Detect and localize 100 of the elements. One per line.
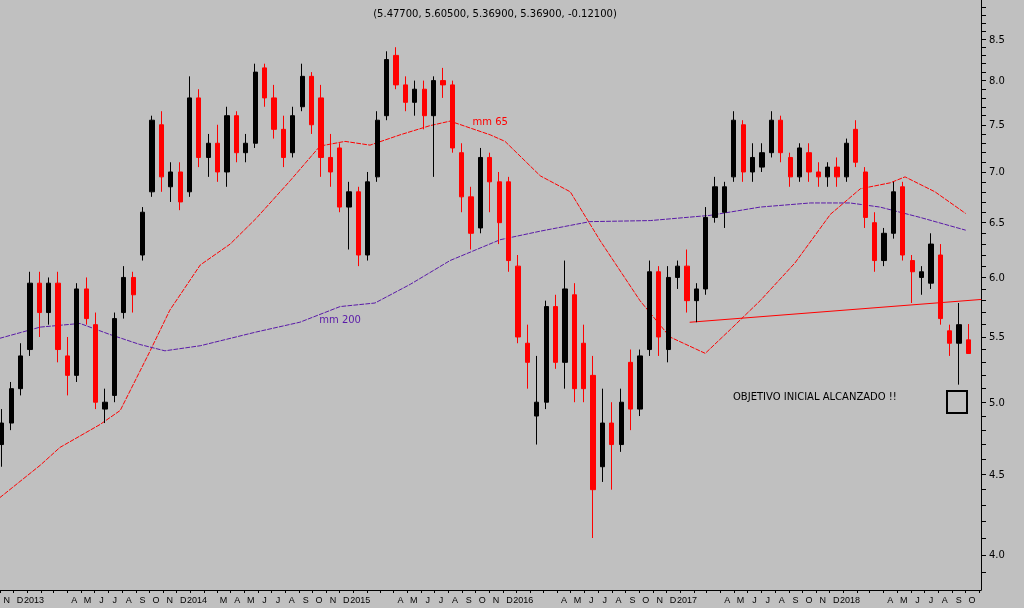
candlestick — [459, 142, 464, 213]
candlestick — [168, 161, 173, 203]
candlestick — [412, 80, 417, 117]
candlestick — [328, 133, 333, 188]
candlestick — [797, 142, 802, 183]
series-label: mm 200 — [319, 314, 361, 326]
candlestick — [393, 46, 399, 90]
candlestick — [741, 119, 746, 183]
x-tick-label: O — [968, 594, 976, 605]
candlestick — [281, 115, 286, 168]
candlestick — [534, 355, 539, 446]
candlestick — [384, 50, 389, 121]
candlestick — [187, 75, 192, 198]
candlestick — [131, 271, 136, 314]
candlestick — [863, 166, 868, 229]
x-tick-label: J — [99, 594, 104, 605]
candlestick — [375, 110, 380, 183]
candlestick — [544, 300, 549, 410]
x-tick-label: J — [262, 594, 267, 605]
x-tick-label: O — [478, 594, 486, 605]
x-tick-label: N — [329, 594, 337, 605]
x-tick-label: A — [125, 594, 132, 605]
x-tick-label: J — [765, 594, 771, 605]
candlestick — [431, 75, 436, 178]
x-tick-label: O — [642, 594, 650, 605]
candlestick — [18, 342, 23, 396]
y-tick-label: 8.0 — [989, 75, 1005, 87]
x-tick-label: J — [438, 594, 444, 605]
candlestick — [140, 206, 145, 262]
x-tick-label: N — [819, 594, 827, 605]
x-tick-label: M — [410, 594, 418, 605]
y-tick-label: 4.0 — [989, 549, 1005, 561]
x-tick-label: A — [451, 594, 458, 605]
candlestick — [0, 408, 4, 468]
candlestick — [121, 265, 126, 320]
candlestick — [900, 181, 905, 262]
x-tick-label: 2015 — [350, 594, 371, 605]
candlestick — [93, 312, 98, 410]
candlestick — [656, 265, 661, 357]
candlestick — [572, 282, 577, 403]
x-tick-label: A — [71, 594, 78, 605]
x-tick-label: D — [179, 594, 187, 605]
x-tick-label: O — [315, 594, 323, 605]
x-tick-label: J — [275, 594, 281, 605]
x-tick-label: M — [736, 594, 745, 605]
x-tick-label: A — [778, 594, 785, 605]
x-tick-label: S — [955, 594, 962, 605]
candlestick — [778, 115, 783, 163]
x-tick-label: J — [915, 594, 920, 605]
x-tick-label: M — [899, 594, 908, 605]
line-series — [0, 202, 966, 352]
candlestick — [675, 260, 680, 290]
candlestick — [253, 63, 258, 149]
candlestick — [956, 302, 962, 386]
x-tick-label: S — [792, 594, 799, 605]
candlestick — [196, 88, 201, 168]
x-tick-label: J — [928, 594, 934, 605]
candlestick — [590, 355, 596, 539]
x-tick-label: A — [561, 594, 568, 605]
y-tick-label: 8.5 — [989, 33, 1005, 45]
candlestick — [806, 142, 812, 183]
x-tick-label: D — [832, 594, 840, 605]
candlestick — [881, 227, 887, 267]
y-tick-label: 5.0 — [989, 396, 1005, 408]
x-tick-label: S — [465, 594, 472, 605]
candlestick — [628, 349, 633, 431]
candlestick — [853, 119, 858, 168]
candlestick — [9, 381, 14, 431]
text: (5.47700, 5.60500, 5.36900, 5.36900, -0.12100) — [373, 7, 617, 19]
x-tick-label: A — [397, 594, 404, 605]
candlestick — [468, 186, 474, 251]
x-tick-label: A — [724, 594, 731, 605]
x-tick-label: 2016 — [513, 594, 534, 605]
x-tick-label: M — [246, 594, 255, 605]
x-tick-label: A — [615, 594, 622, 605]
x-tick-label: M — [219, 594, 228, 605]
x-tick-label: D — [16, 594, 24, 605]
candlestick — [271, 84, 277, 140]
x-tick-label: D — [506, 594, 514, 605]
candlestick — [891, 181, 896, 240]
candlestick — [356, 186, 361, 267]
x-tick-label: A — [941, 594, 948, 605]
x-tick-label: S — [139, 594, 146, 605]
x-tick-label: D — [669, 594, 677, 605]
x-tick-label: O — [805, 594, 813, 605]
candlestick — [178, 161, 183, 211]
x-tick-label: S — [629, 594, 636, 605]
candlestick — [487, 152, 492, 213]
y-tick-label: 6.0 — [989, 271, 1005, 283]
candlestick — [600, 388, 605, 483]
candlestick — [300, 63, 305, 112]
candlestick — [224, 106, 230, 188]
x-tick-label: N — [3, 594, 10, 605]
candlestick — [731, 110, 736, 183]
x-tick-label: J — [112, 594, 118, 605]
candlestick — [290, 106, 295, 158]
y-tick-label: 7.0 — [989, 166, 1005, 178]
candlestick — [112, 312, 117, 403]
candlestick — [27, 271, 33, 357]
candlestick — [478, 147, 483, 234]
